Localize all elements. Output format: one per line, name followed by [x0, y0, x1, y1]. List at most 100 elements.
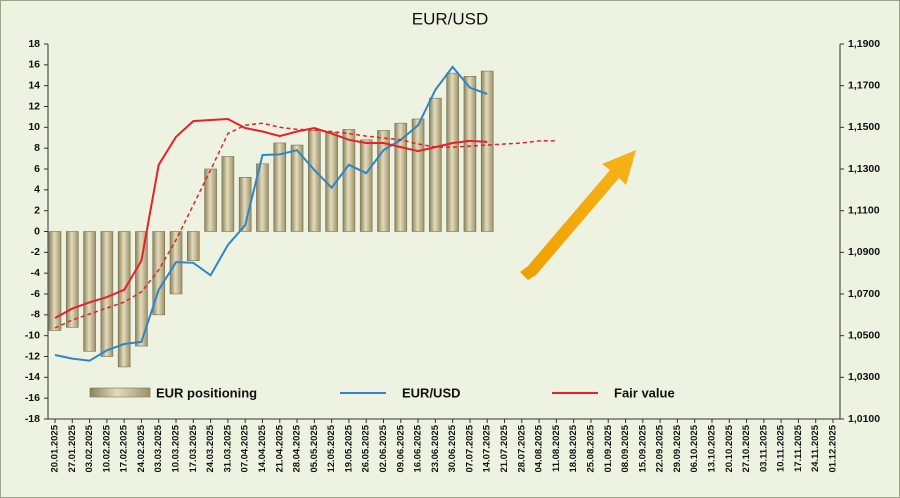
legend-label: EUR/USD [402, 385, 461, 400]
bar [273, 142, 287, 232]
x-tick-label: 28.04.2025 [292, 424, 303, 472]
x-tick-label: 24.02.2025 [136, 424, 147, 472]
y-tick-label: -4 [31, 267, 40, 279]
x-tick-label: 12.05.2025 [326, 424, 337, 472]
x-tick-label: 14.04.2025 [257, 424, 268, 472]
x-tick-label: 24.03.2025 [205, 424, 216, 472]
x-tick-label: 17.02.2025 [119, 424, 130, 472]
legend-label: EUR positioning [156, 385, 257, 400]
legend-swatch [89, 387, 151, 398]
bar [308, 130, 321, 232]
x-tick-label: 21.07.2025 [499, 424, 510, 472]
x-tick-label: 03.11.2025 [758, 424, 769, 472]
y-tick-label: 18 [28, 38, 40, 50]
x-tick-label: 15.09.2025 [637, 424, 648, 472]
x-tick-label: 20.10.2025 [724, 424, 735, 472]
bar [48, 231, 62, 331]
x-tick-label: 01.12.2025 [828, 424, 839, 472]
bar [152, 231, 166, 316]
x-tick-label: 28.07.2025 [516, 424, 527, 472]
x-tick-label: 23.06.2025 [430, 424, 441, 472]
y2-tick-label: 1,0700 [848, 288, 880, 300]
x-tick-label: 08.09.2025 [620, 424, 631, 472]
arrow [520, 150, 636, 280]
y2-tick-label: 1,1100 [848, 204, 880, 216]
bar [221, 156, 235, 232]
x-tick-label: 01.09.2025 [603, 424, 614, 472]
bar [187, 231, 200, 261]
x-tick-label: 07.04.2025 [240, 424, 251, 472]
y-tick-label: 4 [34, 184, 40, 196]
x-tick-label: 18.08.2025 [568, 424, 579, 472]
y-tick-label: -2 [31, 246, 40, 258]
y2-tick-label: 1,1700 [848, 79, 880, 91]
y-tick-label: 6 [34, 163, 40, 175]
legend-label: Fair value [614, 385, 675, 400]
bar [342, 129, 356, 232]
x-tick-label: 25.08.2025 [585, 424, 596, 472]
bar [480, 70, 494, 232]
x-tick-label: 10.11.2025 [776, 424, 787, 472]
bar [463, 75, 477, 232]
bar [429, 97, 442, 232]
x-tick-label: 22.09.2025 [655, 424, 666, 472]
bar [377, 130, 390, 232]
y2-tick-label: 1,1300 [848, 163, 880, 175]
y-tick-label: -6 [31, 288, 40, 300]
x-tick-label: 10.02.2025 [101, 424, 112, 472]
x-tick-label: 26.05.2025 [361, 424, 372, 472]
bar [411, 118, 425, 232]
x-tick-label: 05.05.2025 [309, 424, 320, 472]
x-tick-label: 30.06.2025 [447, 424, 458, 472]
y2-tick-label: 1,0500 [848, 329, 880, 341]
x-tick-label: 16.06.2025 [413, 424, 424, 472]
bar [204, 168, 217, 232]
y-tick-label: -14 [25, 371, 40, 383]
x-tick-label: 09.06.2025 [395, 424, 406, 472]
y2-tick-label: 1,0900 [848, 246, 880, 258]
x-tick-label: 27.10.2025 [741, 424, 752, 472]
x-tick-label: 19.05.2025 [343, 424, 354, 472]
y2-tick-label: 1,0300 [848, 371, 880, 383]
x-tick-label: 24.11.2025 [810, 424, 821, 472]
bar [446, 72, 459, 232]
bar [65, 231, 79, 328]
y-tick-label: 8 [34, 142, 40, 154]
x-tick-label: 07.07.2025 [464, 424, 475, 472]
bar [256, 163, 269, 232]
bar [135, 231, 148, 347]
y-tick-label: -12 [25, 350, 40, 362]
x-tick-label: 10.03.2025 [171, 424, 182, 472]
x-tick-label: 13.10.2025 [706, 424, 717, 472]
chart-title: EUR/USD [412, 9, 489, 28]
x-tick-label: 04.08.2025 [534, 424, 545, 472]
y-tick-label: 14 [28, 79, 40, 91]
x-tick-label: 17.11.2025 [793, 424, 804, 472]
x-tick-label: 17.03.2025 [188, 424, 199, 472]
line [54, 65, 488, 362]
x-tick-label: 02.06.2025 [378, 424, 389, 472]
y-tick-label: 12 [28, 100, 40, 112]
line [54, 117, 488, 319]
x-tick-label: 20.01.2025 [50, 424, 61, 472]
x-tick-label: 21.04.2025 [274, 424, 285, 472]
bar [83, 231, 96, 352]
y-tick-label: -8 [31, 309, 40, 321]
y-tick-label: -18 [25, 413, 40, 425]
x-tick-label: 03.03.2025 [153, 424, 164, 472]
x-tick-label: 14.07.2025 [482, 424, 493, 472]
x-tick-label: 27.01.2025 [67, 424, 78, 472]
y-tick-label: 2 [34, 204, 40, 216]
bar [359, 139, 373, 232]
bar [100, 231, 114, 357]
y-tick-label: -16 [25, 392, 40, 404]
y2-tick-label: 1,1900 [848, 38, 880, 50]
bar [394, 122, 408, 232]
x-tick-label: 06.10.2025 [689, 424, 700, 472]
y-tick-label: 16 [28, 59, 40, 71]
x-tick-label: 31.03.2025 [222, 424, 233, 472]
x-tick-label: 03.02.2025 [84, 424, 95, 472]
bar [290, 144, 304, 232]
y2-tick-label: 1,1500 [848, 121, 880, 133]
